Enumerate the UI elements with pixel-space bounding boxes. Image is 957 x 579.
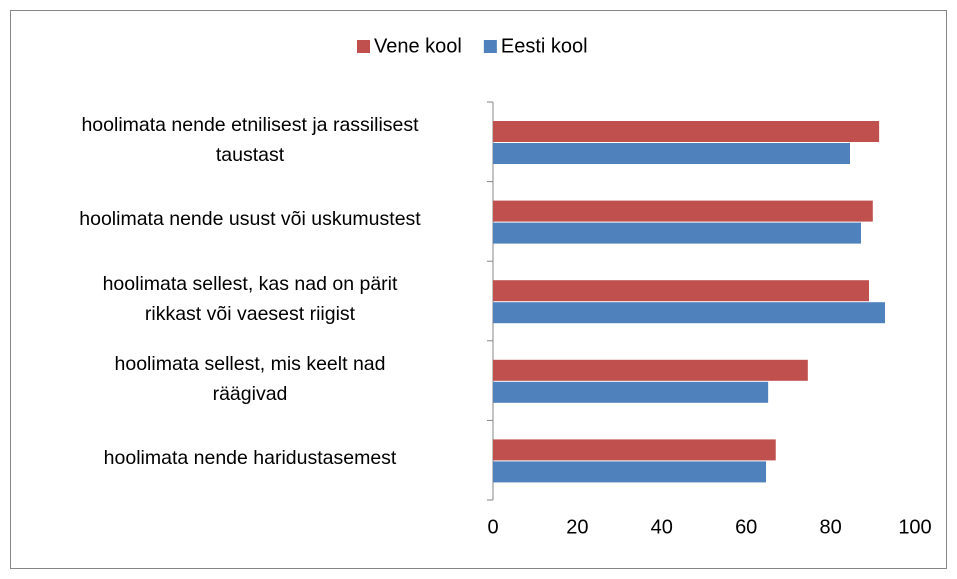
bar	[493, 359, 808, 381]
category-label: hoolimata sellest, kas nad on pärit rikk…	[102, 273, 398, 325]
category-label: hoolimata nende etnilisest ja rassilises…	[81, 113, 419, 166]
category-label: hoolimata nende usust või uskumustest	[79, 208, 421, 231]
x-tick-label: 100	[898, 516, 931, 538]
x-tick-label: 40	[651, 516, 673, 538]
bar	[493, 143, 851, 164]
x-tick-label: 0	[487, 516, 498, 538]
bar	[493, 461, 767, 483]
bar	[493, 280, 870, 302]
x-tick-label: 20	[566, 516, 588, 538]
legend-label: Vene kool	[374, 35, 462, 57]
bar	[493, 381, 769, 403]
bar	[493, 121, 880, 142]
bar	[493, 302, 886, 324]
bar	[493, 222, 861, 244]
bar	[493, 439, 776, 461]
x-tick-label: 80	[819, 516, 841, 538]
category-label: hoolimata sellest, mis keelt nad räägiva…	[114, 352, 386, 405]
legend-label: Eesti kool	[501, 35, 588, 57]
category-label: hoolimata nende haridustasemest	[103, 447, 397, 470]
x-tick-label: 60	[735, 516, 757, 538]
legend-swatch	[483, 40, 497, 53]
bar	[493, 200, 873, 222]
legend-swatch	[357, 40, 370, 53]
